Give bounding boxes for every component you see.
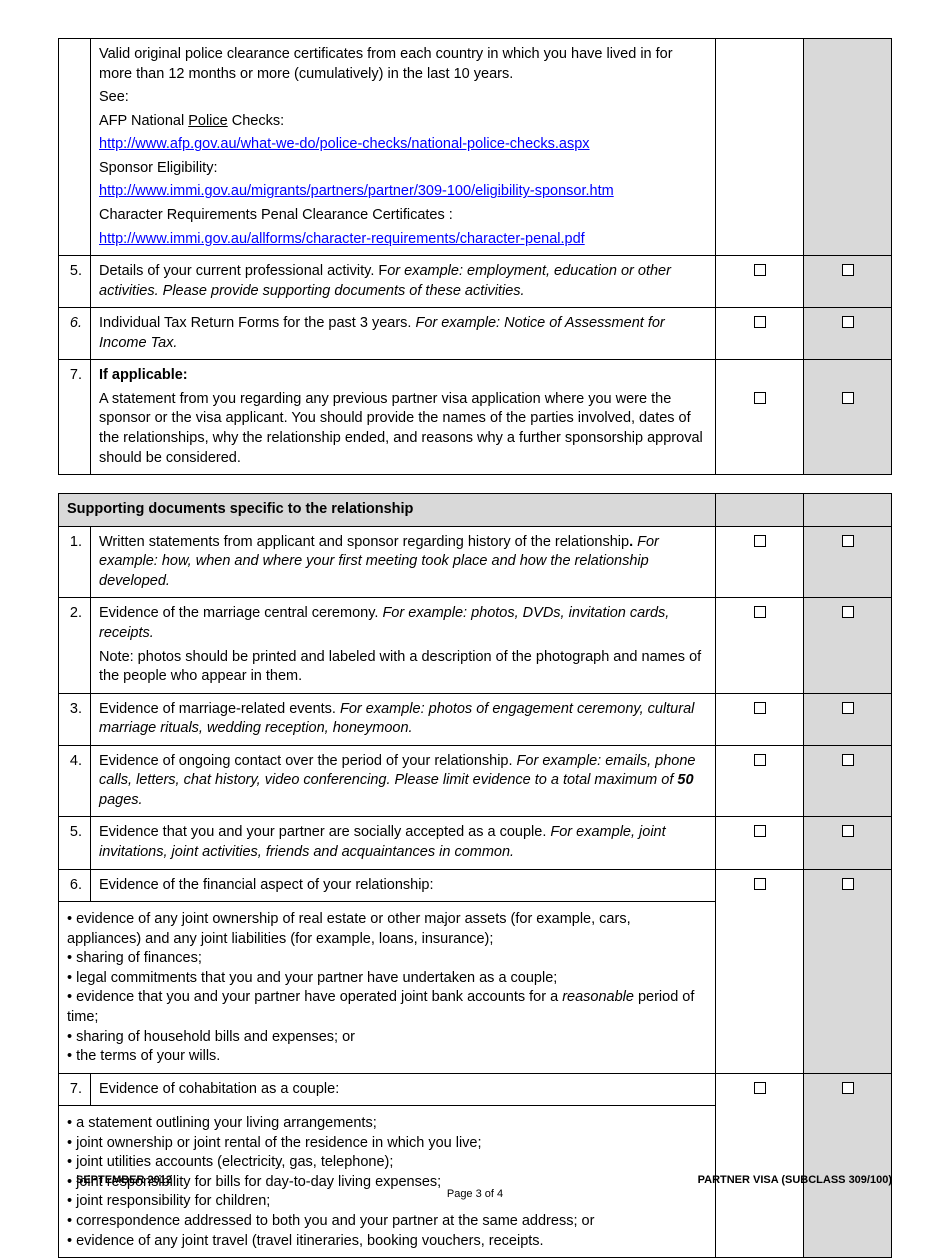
- checkbox-icon[interactable]: [842, 606, 854, 618]
- character-label: Character Requirements Penal Clearance C…: [99, 206, 707, 226]
- row-content: Details of your current professional act…: [91, 256, 716, 308]
- bullet-item: • the terms of your wills.: [67, 1047, 707, 1067]
- checkbox-icon[interactable]: [842, 392, 854, 404]
- bullet-list: • evidence of any joint ownership of rea…: [59, 902, 716, 1074]
- row-number: 5.: [59, 817, 91, 869]
- header-blank-cell: [804, 494, 892, 527]
- checkbox-icon[interactable]: [842, 1082, 854, 1094]
- row-number: 2.: [59, 598, 91, 693]
- checkbox-icon[interactable]: [842, 316, 854, 328]
- row-number: [59, 39, 91, 256]
- row-content: Evidence that you and your partner are s…: [91, 817, 716, 869]
- checkbox-cell-shaded: [804, 256, 892, 308]
- checkbox-cell-shaded: [804, 869, 892, 1073]
- bullet-item: • a statement outlining your living arra…: [67, 1114, 707, 1134]
- row-number: 3.: [59, 693, 91, 745]
- document-page: Valid original police clearance certific…: [0, 0, 950, 1230]
- if-applicable-heading: If applicable:: [99, 366, 707, 386]
- footer-date: SEPTEMBER 2012: [76, 1174, 172, 1186]
- afp-link[interactable]: http://www.afp.gov.au/what-we-do/police-…: [99, 136, 590, 152]
- checkbox-cell: [716, 360, 804, 475]
- afp-label: AFP National Police Checks:: [99, 112, 707, 132]
- checkbox-cell-shaded: [804, 693, 892, 745]
- row-number: 6.: [59, 869, 91, 902]
- checkbox-icon[interactable]: [754, 754, 766, 766]
- row-content: If applicable: A statement from you rega…: [91, 360, 716, 475]
- statement-text: A statement from you regarding any previ…: [99, 390, 707, 468]
- row-number: 1.: [59, 526, 91, 598]
- checkbox-cell: [716, 598, 804, 693]
- checkbox-icon[interactable]: [754, 1082, 766, 1094]
- checkbox-cell-shaded: [804, 308, 892, 360]
- checkbox-icon[interactable]: [842, 264, 854, 276]
- checklist-table-1: Valid original police clearance certific…: [58, 38, 892, 475]
- row-number: 7.: [59, 360, 91, 475]
- checkbox-cell: [716, 817, 804, 869]
- row-number: 7.: [59, 1073, 91, 1106]
- row-content: Individual Tax Return Forms for the past…: [91, 308, 716, 360]
- bullet-item: • sharing of finances;: [67, 949, 707, 969]
- checkbox-cell: [716, 526, 804, 598]
- checkbox-icon[interactable]: [754, 392, 766, 404]
- row-heading: Evidence of cohabitation as a couple:: [91, 1073, 716, 1106]
- footer-title: PARTNER VISA (SUBCLASS 309/100): [698, 1174, 892, 1186]
- bullet-item: • correspondence addressed to both you a…: [67, 1212, 707, 1232]
- see-label: See:: [99, 88, 707, 108]
- checkbox-icon[interactable]: [842, 825, 854, 837]
- bullet-item: • sharing of household bills and expense…: [67, 1028, 707, 1048]
- checkbox-icon[interactable]: [754, 878, 766, 890]
- footer-page-number: Page 3 of 4: [58, 1188, 892, 1200]
- row-number: 4.: [59, 745, 91, 817]
- checkbox-icon[interactable]: [842, 754, 854, 766]
- page-footer: SEPTEMBER 2012 PARTNER VISA (SUBCLASS 30…: [58, 1174, 892, 1200]
- checkbox-icon[interactable]: [842, 535, 854, 547]
- checkbox-icon[interactable]: [842, 878, 854, 890]
- checkbox-icon[interactable]: [754, 264, 766, 276]
- checkbox-cell-shaded: [804, 360, 892, 475]
- checkbox-icon[interactable]: [754, 702, 766, 714]
- sponsor-label: Sponsor Eligibility:: [99, 159, 707, 179]
- bullet-item: • evidence of any joint ownership of rea…: [67, 910, 707, 949]
- checkbox-cell: [716, 745, 804, 817]
- row-content: Evidence of the marriage central ceremon…: [91, 598, 716, 693]
- checkbox-icon[interactable]: [754, 316, 766, 328]
- checkbox-icon[interactable]: [754, 535, 766, 547]
- row-content: Valid original police clearance certific…: [91, 39, 716, 256]
- checklist-table-2: Supporting documents specific to the rel…: [58, 493, 892, 1258]
- section-header: Supporting documents specific to the rel…: [59, 494, 716, 527]
- checkbox-cell: [716, 308, 804, 360]
- row-content: Evidence of ongoing contact over the per…: [91, 745, 716, 817]
- bullet-item: • joint utilities accounts (electricity,…: [67, 1153, 707, 1173]
- checkbox-icon[interactable]: [842, 702, 854, 714]
- bullet-item: • evidence that you and your partner hav…: [67, 988, 707, 1027]
- row-content: Evidence of marriage-related events. For…: [91, 693, 716, 745]
- checkbox-cell-shaded: [804, 598, 892, 693]
- row-heading: Evidence of the financial aspect of your…: [91, 869, 716, 902]
- checkbox-cell: [716, 869, 804, 1073]
- row-number: 6.: [59, 308, 91, 360]
- header-blank-cell: [716, 494, 804, 527]
- checkbox-cell: [716, 256, 804, 308]
- sponsor-link[interactable]: http://www.immi.gov.au/migrants/partners…: [99, 183, 614, 199]
- photo-note: Note: photos should be printed and label…: [99, 648, 707, 687]
- row-number: 5.: [59, 256, 91, 308]
- checkbox-cell-shaded: [804, 817, 892, 869]
- checkbox-cell: [716, 693, 804, 745]
- police-cert-text: Valid original police clearance certific…: [99, 45, 707, 84]
- character-link[interactable]: http://www.immi.gov.au/allforms/characte…: [99, 231, 585, 247]
- bullet-item: • evidence of any joint travel (travel i…: [67, 1232, 707, 1252]
- checkbox-cell: [716, 39, 804, 256]
- checkbox-icon[interactable]: [754, 606, 766, 618]
- bullet-item: • joint ownership or joint rental of the…: [67, 1134, 707, 1154]
- checkbox-cell-shaded: [804, 745, 892, 817]
- bullet-item: • legal commitments that you and your pa…: [67, 969, 707, 989]
- checkbox-cell-shaded: [804, 39, 892, 256]
- checkbox-cell-shaded: [804, 526, 892, 598]
- checkbox-icon[interactable]: [754, 825, 766, 837]
- row-content: Written statements from applicant and sp…: [91, 526, 716, 598]
